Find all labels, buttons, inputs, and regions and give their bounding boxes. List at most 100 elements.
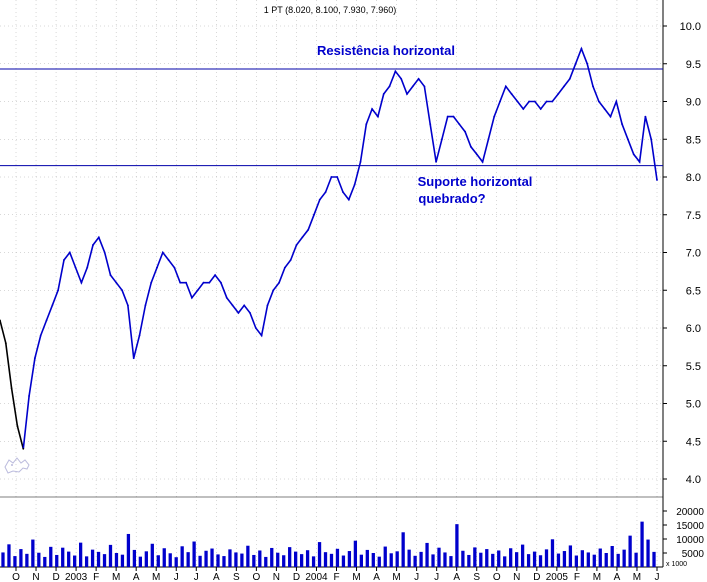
price-point: [615, 100, 618, 103]
price-point: [516, 100, 519, 103]
price-point: [557, 93, 560, 95]
price-point: [621, 123, 624, 126]
price-point: [656, 179, 658, 181]
price-point: [92, 244, 94, 246]
x-tick-label: O: [252, 572, 260, 582]
price-point: [121, 289, 123, 292]
price-point: [51, 304, 54, 307]
y-tick-label: 10.0: [680, 21, 701, 33]
price-point: [458, 123, 461, 126]
price-point: [365, 123, 368, 126]
volume-tick-label: 15000: [676, 521, 704, 532]
price-point: [394, 70, 397, 73]
x-tick-label: M: [593, 572, 601, 582]
x-tick-label: A: [133, 572, 140, 582]
price-point: [574, 62, 577, 65]
price-point: [161, 251, 164, 254]
price-point: [597, 100, 600, 103]
vertical-gridlines: [15, 0, 658, 567]
price-point: [417, 77, 420, 80]
price-point: [330, 176, 333, 178]
price-point: [307, 228, 310, 231]
x-tick-label: F: [333, 572, 339, 582]
price-point: [190, 296, 193, 299]
price-point: [132, 357, 135, 360]
x-tick-label: M: [152, 572, 160, 582]
price-point: [522, 108, 525, 110]
x-tick-label: 2003: [65, 572, 88, 582]
price-point: [127, 304, 129, 307]
price-point: [504, 85, 507, 88]
price-point: [406, 93, 408, 95]
price-point: [283, 266, 286, 269]
price-point: [388, 85, 391, 88]
price-point: [278, 281, 280, 284]
price-point: [68, 251, 71, 254]
price-point: [80, 281, 83, 284]
price-point: [493, 115, 496, 118]
x-tick-label: A: [453, 572, 460, 582]
price-point: [202, 281, 205, 284]
price-point: [435, 161, 437, 163]
price-point: [214, 274, 217, 277]
price-point: [377, 115, 379, 118]
volume-tick-label: 10000: [676, 535, 704, 546]
price-point: [0, 319, 1, 322]
x-tick-label: M: [392, 572, 400, 582]
x-tick-label: N: [32, 572, 39, 582]
price-point: [400, 77, 403, 80]
volume-unit-label: x 1000: [666, 561, 687, 568]
price-point: [249, 312, 251, 314]
x-tick-labels: O N D 2003 F M A M J J A S O N D 2004 F M A M J J A S O N D 2005 F M A…: [12, 567, 660, 582]
price-point: [446, 115, 449, 118]
price-point: [4, 342, 7, 344]
x-tick-label: O: [493, 572, 501, 582]
price-point: [603, 108, 606, 110]
x-tick-label: M: [633, 572, 641, 582]
x-tick-label: D: [533, 572, 540, 582]
price-point: [481, 161, 484, 163]
price-point: [144, 304, 147, 307]
price-point: [545, 100, 548, 103]
price-point: [97, 236, 100, 239]
price-point: [464, 130, 467, 133]
annotation-support-broken: quebrado?: [418, 191, 485, 206]
annotation-support: Suporte horizontal: [418, 174, 533, 189]
y-tick-label: 5.0: [686, 399, 701, 411]
price-point: [371, 108, 374, 110]
price-point: [342, 191, 344, 194]
price-point: [103, 251, 106, 254]
x-tick-label: A: [213, 572, 220, 582]
price-point: [551, 100, 554, 103]
price-point: [138, 334, 141, 337]
price-point: [295, 244, 298, 246]
price-point: [452, 115, 455, 118]
price-point: [638, 161, 641, 163]
price-point: [150, 281, 153, 284]
x-tick-label: N: [513, 572, 520, 582]
price-point: [115, 281, 118, 284]
annotation-resistance: Resistência horizontal: [317, 43, 455, 58]
price-point: [487, 138, 490, 141]
price-point: [179, 281, 182, 284]
price-point: [225, 296, 228, 299]
volume-tick-label: 5000: [682, 549, 705, 560]
x-tick-label: J: [655, 572, 660, 582]
x-tick-label: F: [93, 572, 99, 582]
price-point: [510, 93, 513, 95]
price-point: [650, 138, 653, 141]
y-tick-label: 5.5: [686, 361, 701, 373]
price-point: [423, 85, 426, 88]
price-point: [185, 281, 187, 284]
price-point: [237, 312, 240, 314]
x-tick-label: N: [273, 572, 280, 582]
price-point: [33, 357, 36, 360]
price-point: [313, 213, 315, 216]
price-point: [231, 304, 234, 307]
price-point: [592, 85, 594, 88]
price-point: [196, 289, 199, 292]
x-tick-label: J: [414, 572, 419, 582]
price-point: [353, 183, 356, 186]
x-tick-label: F: [574, 572, 580, 582]
